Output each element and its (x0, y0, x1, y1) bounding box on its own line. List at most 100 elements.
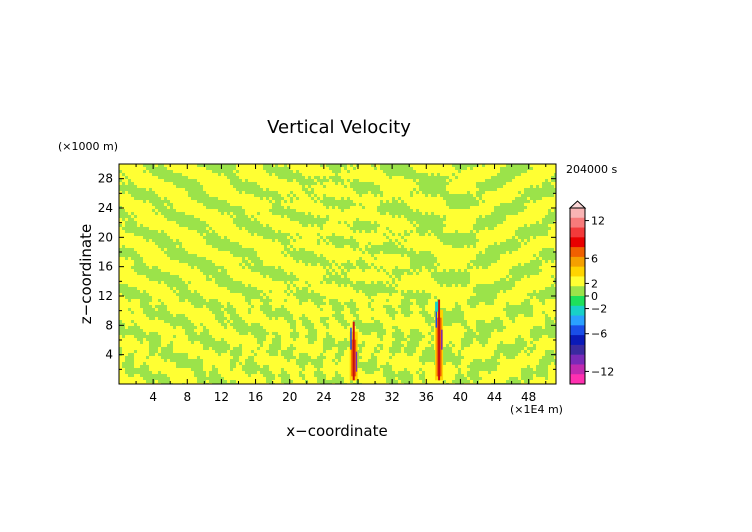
heatmap-cell (326, 380, 329, 383)
heatmap-cell (245, 191, 248, 194)
heatmap-cell (191, 182, 194, 185)
heatmap-cell (197, 371, 200, 374)
heatmap-cell (389, 176, 392, 179)
heatmap-cell (509, 353, 512, 356)
heatmap-cell (467, 380, 470, 383)
heatmap-cell (155, 350, 158, 353)
heatmap-cell (476, 302, 479, 305)
heatmap-cell (404, 380, 407, 383)
colorbar-swatch (570, 237, 585, 248)
heatmap-cell (482, 218, 485, 221)
heatmap-cell (473, 233, 476, 236)
heatmap-cell (269, 227, 272, 230)
heatmap-cell (551, 290, 554, 293)
heatmap-cell (227, 347, 230, 350)
heatmap-cell (533, 227, 536, 230)
heatmap-cell (362, 260, 365, 263)
heatmap-cell (260, 344, 263, 347)
heatmap-cell (185, 362, 188, 365)
heatmap-cell (455, 314, 458, 317)
heatmap-cell (128, 251, 131, 254)
heatmap-cell (248, 218, 251, 221)
heatmap-cell (302, 254, 305, 257)
heatmap-cell (539, 368, 542, 371)
heatmap-cell (266, 164, 269, 167)
heatmap-cell (272, 344, 275, 347)
heatmap-cell (347, 278, 350, 281)
heatmap-cell (536, 221, 539, 224)
heatmap-cell (146, 311, 149, 314)
heatmap-cell (476, 203, 479, 206)
heatmap-cell (401, 338, 404, 341)
heatmap-cell (122, 191, 125, 194)
heatmap-cell (206, 194, 209, 197)
heatmap-cell (200, 233, 203, 236)
heatmap-cell (449, 242, 452, 245)
heatmap-cell (275, 167, 278, 170)
heatmap-cell (131, 371, 134, 374)
heatmap-cell (428, 314, 431, 317)
heatmap-cell (242, 188, 245, 191)
heatmap-cell (545, 221, 548, 224)
heatmap-cell (242, 254, 245, 257)
heatmap-cell (368, 359, 371, 362)
heatmap-cell (218, 170, 221, 173)
heatmap-cell (191, 299, 194, 302)
heatmap-cell (236, 182, 239, 185)
heatmap-cell (272, 269, 275, 272)
heatmap-cell (248, 311, 251, 314)
heatmap-cell (512, 200, 515, 203)
heatmap-cell (212, 266, 215, 269)
heatmap-cell (320, 371, 323, 374)
heatmap-cell (134, 371, 137, 374)
heatmap-cell (203, 221, 206, 224)
heatmap-cell (191, 215, 194, 218)
heatmap-cell (527, 188, 530, 191)
heatmap-cell (368, 248, 371, 251)
heatmap-cell (146, 368, 149, 371)
heatmap-cell (485, 293, 488, 296)
heatmap-cell (383, 371, 386, 374)
heatmap-cell (131, 362, 134, 365)
heatmap-cell (536, 338, 539, 341)
heatmap-cell (152, 311, 155, 314)
heatmap-cell (455, 242, 458, 245)
heatmap-cell (203, 371, 206, 374)
heatmap-cell (446, 191, 449, 194)
heatmap-cell (284, 311, 287, 314)
heatmap-cell (359, 221, 362, 224)
heatmap-cell (473, 368, 476, 371)
heatmap-cell (527, 293, 530, 296)
heatmap-cell (263, 236, 266, 239)
heatmap-cell (341, 263, 344, 266)
heatmap-cell (419, 185, 422, 188)
heatmap-cell (152, 317, 155, 320)
heatmap-cell (404, 296, 407, 299)
heatmap-cell (161, 248, 164, 251)
heatmap-cell (425, 356, 428, 359)
heatmap-cell (221, 320, 224, 323)
heatmap-cell (488, 221, 491, 224)
colorbar-swatch (570, 217, 585, 229)
heatmap-cell (275, 236, 278, 239)
heatmap-cell (362, 227, 365, 230)
colorbar-swatch (570, 276, 585, 287)
heatmap-cell (521, 305, 524, 308)
heatmap-cell (530, 335, 533, 338)
heatmap-cell (215, 236, 218, 239)
heatmap-cell (446, 272, 449, 275)
heatmap-cell (308, 293, 311, 296)
heatmap-cell (416, 299, 419, 302)
heatmap-cell (242, 248, 245, 251)
heatmap-cell (356, 290, 359, 293)
heatmap-cell (479, 341, 482, 344)
heatmap-cell (356, 185, 359, 188)
heatmap-cell (203, 374, 206, 377)
heatmap-cell (395, 284, 398, 287)
heatmap-cell (497, 245, 500, 248)
heatmap-cell (428, 191, 431, 194)
heatmap-cell (512, 269, 515, 272)
heatmap-cell (281, 239, 284, 242)
heatmap-cell (170, 344, 173, 347)
heatmap-cell (167, 314, 170, 317)
